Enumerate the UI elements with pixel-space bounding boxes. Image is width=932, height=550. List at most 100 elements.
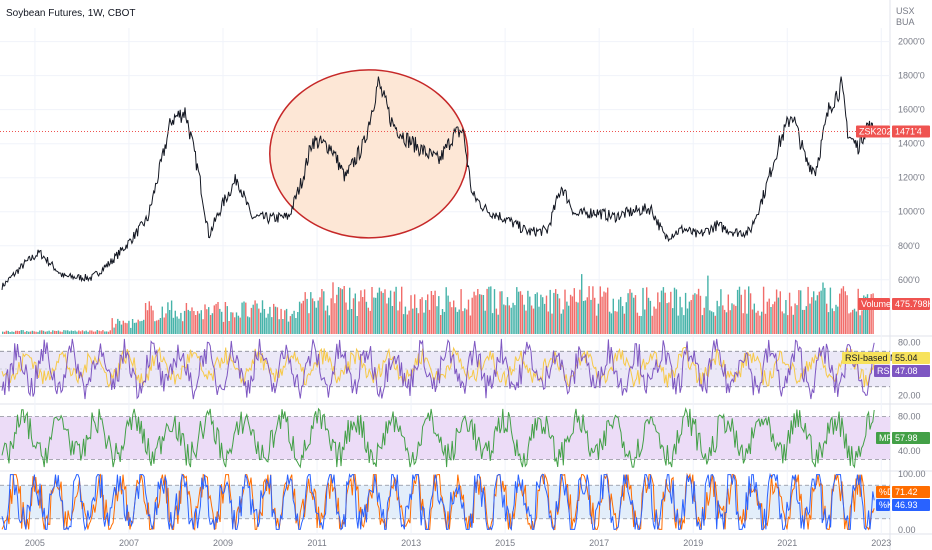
volume-bar: [709, 310, 711, 334]
unit-label: BUA: [896, 17, 915, 27]
volume-bar: [48, 330, 50, 334]
volume-bar: [182, 321, 184, 334]
volume-bar: [170, 300, 173, 334]
volume-bar: [432, 295, 434, 334]
volume-bar: [686, 308, 689, 334]
volume-bar: [124, 322, 126, 334]
mf-label-box: [876, 432, 890, 444]
volume-bar: [141, 320, 143, 334]
volume-bar: [736, 289, 739, 334]
volume-bar: [796, 305, 798, 334]
rsi-tick-label: 20.00: [898, 391, 921, 401]
last-price-value: 1471'4: [895, 127, 922, 137]
volume-bar: [137, 319, 139, 334]
volume-value-box: [892, 298, 930, 310]
volume-bar: [783, 313, 785, 334]
volume-bar: [551, 313, 553, 334]
volume-bar: [248, 317, 251, 334]
volume-bar: [135, 322, 137, 334]
volume-bar: [467, 299, 470, 334]
volume-bar: [152, 310, 154, 334]
volume-bar: [768, 298, 770, 334]
volume-bar: [523, 304, 525, 334]
mf-line: [1, 407, 875, 469]
volume-bar: [70, 330, 73, 334]
volume-bar: [688, 301, 691, 334]
volume-bar: [72, 331, 74, 334]
volume-bar: [15, 330, 17, 334]
volume-bar: [655, 308, 657, 334]
volume-bar: [306, 298, 308, 334]
volume-bar: [454, 307, 457, 334]
volume-bar: [287, 321, 290, 334]
volume-bars: [2, 274, 874, 334]
volume-bar: [169, 310, 171, 334]
volume-bar: [779, 291, 781, 334]
volume-bar: [540, 294, 542, 334]
volume-bar: [445, 287, 447, 334]
volume-bar: [217, 302, 219, 334]
volume-bar: [629, 289, 631, 334]
volume-bar: [117, 318, 119, 334]
volume-bar: [571, 296, 574, 334]
volume-bar: [807, 286, 809, 334]
volume-bar: [508, 305, 510, 334]
stoch-tick-label: 100.00: [898, 469, 926, 479]
volume-bar: [156, 320, 158, 334]
last-price-value-box: [892, 125, 930, 138]
rsi-value-box: [892, 365, 930, 377]
volume-bar: [187, 309, 189, 334]
volume-bar: [831, 308, 833, 334]
volume-bar: [298, 301, 301, 334]
volume-bar: [714, 315, 716, 334]
volume-bar: [480, 294, 483, 334]
x-tick-label: 2009: [213, 538, 233, 548]
volume-bar: [827, 312, 830, 334]
volume-bar: [349, 287, 351, 334]
volume-bar: [146, 310, 149, 334]
mf-tick-label: 80.00: [898, 412, 921, 422]
volume-bar: [673, 287, 676, 334]
volume-bar: [633, 297, 635, 334]
volume-bar: [525, 310, 527, 334]
volume-bar: [130, 327, 132, 334]
volume-bar: [521, 294, 523, 334]
volume-label: Volume: [861, 299, 891, 309]
volume-bar: [599, 286, 601, 334]
mf-value-box: [892, 432, 930, 444]
volume-bar: [165, 313, 167, 334]
volume-bar: [824, 287, 826, 334]
volume-bar: [553, 292, 555, 334]
volume-bar: [681, 307, 683, 334]
volume-bar: [595, 315, 598, 334]
stoch-k-label-box: [876, 499, 890, 511]
price-line: [1, 76, 875, 290]
volume-bar: [79, 331, 82, 334]
volume-bar: [195, 315, 197, 334]
volume-bar: [59, 331, 61, 334]
volume-bar: [653, 306, 655, 334]
x-tick-label: 2011: [307, 538, 326, 548]
volume-bar: [566, 301, 568, 334]
volume-bar: [558, 298, 561, 334]
volume-bar: [499, 291, 501, 334]
volume-bar: [486, 288, 488, 334]
volume-bar: [514, 305, 516, 334]
volume-bar: [753, 303, 755, 334]
volume-bar: [367, 307, 369, 334]
volume-bar: [235, 312, 238, 334]
volume-bar: [282, 319, 284, 334]
volume-bar: [556, 293, 559, 334]
volume-bar: [109, 330, 111, 334]
volume-bar: [746, 313, 748, 334]
stoch-k-label: %K: [879, 500, 893, 510]
volume-bar: [356, 316, 358, 334]
volume-bar: [519, 291, 522, 334]
volume-bar: [237, 315, 240, 334]
volume-bar: [787, 315, 789, 334]
volume-bar: [731, 303, 733, 334]
volume-bar: [352, 298, 355, 334]
volume-bar: [98, 330, 100, 334]
volume-bar: [200, 310, 202, 334]
volume-value: 475.798K: [895, 299, 932, 309]
